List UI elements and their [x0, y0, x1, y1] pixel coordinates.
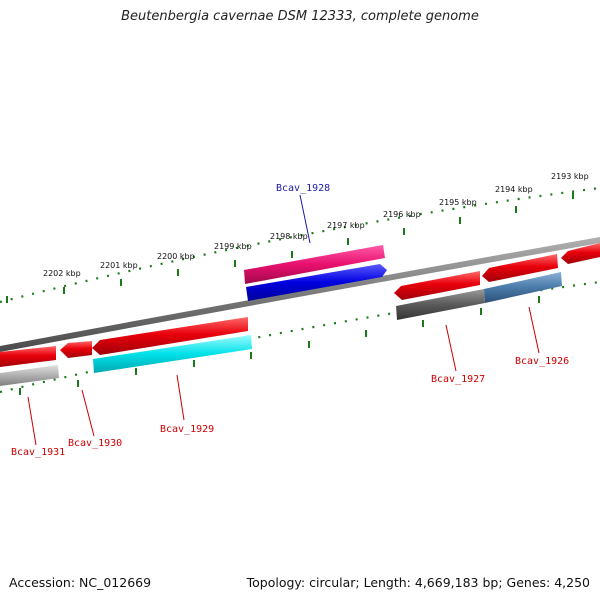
tick-label-2193: 2193 kbp — [551, 172, 589, 181]
tick-label-2195: 2195 kbp — [439, 198, 477, 207]
accession-label: Accession: NC_012669 — [9, 575, 152, 590]
cds-arrow-1928[interactable] — [244, 245, 385, 284]
cds-arrow-1931[interactable] — [0, 346, 56, 367]
cds-arrow-1930[interactable] — [60, 341, 92, 358]
cds-arrow-1929[interactable] — [92, 317, 248, 355]
tick-label-2200: 2200 kbp — [157, 252, 195, 261]
cds-arrow-1925[interactable] — [561, 243, 600, 264]
tick-label-2201: 2201 kbp — [100, 261, 138, 270]
topology-label: Topology: circular; Length: 4,669,183 bp… — [246, 575, 590, 590]
cds-arrow-1927[interactable] — [394, 271, 480, 300]
gene-label-bcav-1927[interactable]: Bcav_1927 — [431, 374, 485, 385]
cds-arrow-1926[interactable] — [482, 254, 558, 282]
lower-strand-features — [0, 264, 562, 386]
tick-label-2202: 2202 kbp — [43, 269, 81, 278]
gene-label-bcav-1926[interactable]: Bcav_1926 — [515, 356, 569, 367]
gene-callouts — [27, 194, 540, 446]
genome-backbone — [0, 237, 600, 352]
outer-major-ticks — [6, 192, 574, 303]
inner-tick-ring — [0, 280, 600, 394]
feature-bar-1928[interactable] — [246, 264, 387, 301]
tick-label-2196: 2196 kbp — [383, 210, 421, 219]
gene-label-bcav-1929[interactable]: Bcav_1929 — [160, 424, 214, 435]
gene-label-bcav-1931[interactable]: Bcav_1931 — [11, 447, 65, 458]
feature-bar-1927[interactable] — [396, 289, 485, 320]
tick-label-2194: 2194 kbp — [495, 185, 533, 194]
feature-bar-1931[interactable] — [0, 365, 59, 386]
gene-label-bcav-1930[interactable]: Bcav_1930 — [68, 438, 122, 449]
upper-strand-features — [0, 243, 600, 367]
feature-bar-1926[interactable] — [484, 272, 562, 303]
tick-label-2197: 2197 kbp — [327, 221, 365, 230]
tick-label-2198: 2198 kbp — [270, 232, 308, 241]
feature-bar-1929[interactable] — [93, 335, 252, 373]
tick-label-2199: 2199 kbp — [214, 242, 252, 251]
genome-title: Beutenbergia cavernae DSM 12333, complet… — [121, 9, 479, 24]
inner-major-ticks — [19, 296, 540, 395]
gene-label-bcav-1928[interactable]: Bcav_1928 — [276, 183, 330, 194]
